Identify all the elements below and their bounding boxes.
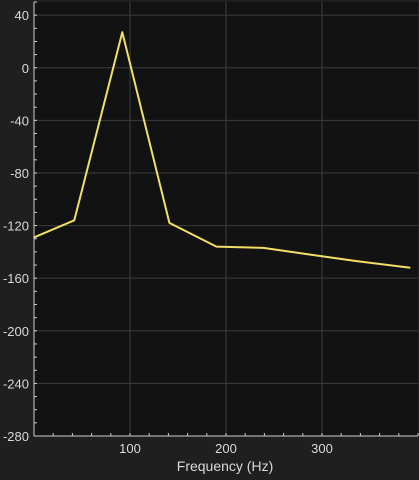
x-tick-label: 100 [119,441,141,456]
y-tick-label: -40 [10,113,29,128]
y-tick-label: -160 [3,271,29,286]
series-line-0 [33,31,411,269]
plot-area [33,1,419,437]
y-tick-label: -240 [3,376,29,391]
y-tick-label: -120 [3,219,29,234]
x-axis-label: Frequency (Hz) [177,458,273,474]
y-tick-label: -280 [3,429,29,444]
x-tick-label: 200 [215,441,237,456]
x-tick-label: 300 [311,441,333,456]
y-tick-label: -80 [10,166,29,181]
y-tick-label: -200 [3,324,29,339]
y-tick-label: 0 [22,61,29,76]
y-tick-label: 40 [15,8,29,23]
